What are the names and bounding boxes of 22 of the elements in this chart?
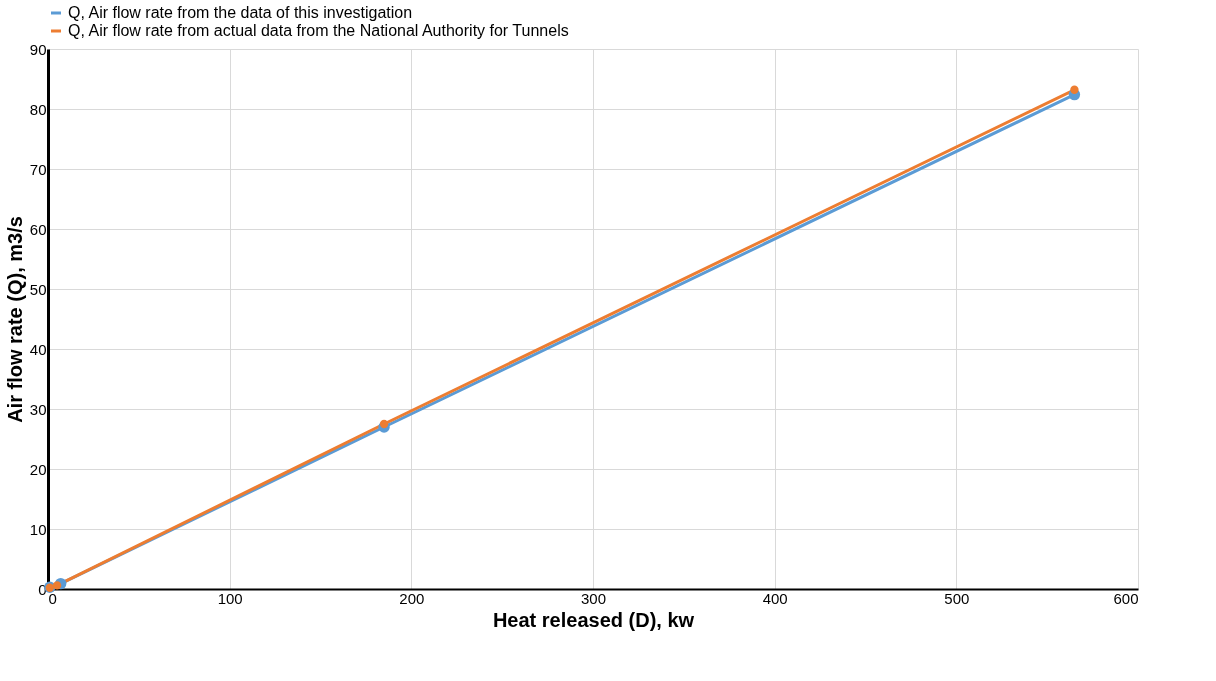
x-axis-title: Heat released (D), kw <box>492 608 695 631</box>
y-tick-label: 30 <box>29 400 47 418</box>
point <box>1070 85 1079 94</box>
y-axis-title: Air flow rate (Q), m3/s <box>3 216 26 423</box>
x-tick-label: 300 <box>580 589 607 607</box>
y-tick-label: 20 <box>29 460 47 478</box>
x-tick-label: 200 <box>399 589 425 607</box>
legend-label: Q, Air flow rate from actual data from the National Authority for Tunnels <box>68 22 569 39</box>
y-tick-label: 70 <box>29 160 47 178</box>
x-tick-label: 500 <box>944 589 970 607</box>
x-tick-label: 100 <box>217 589 243 607</box>
y-tick-label: 50 <box>29 280 47 298</box>
legend-label: Q, Air flow rate from the data of this investigation <box>68 4 413 21</box>
y-tick-label: 10 <box>29 520 47 538</box>
y-tick-label: 90 <box>29 40 47 58</box>
point <box>379 419 389 429</box>
x-tick-label: 600 <box>1113 589 1139 607</box>
y-tick-label: 40 <box>29 340 47 358</box>
x-tick-label: 400 <box>762 589 788 607</box>
y-tick-label: 80 <box>29 100 47 118</box>
point <box>52 581 62 590</box>
y-tick-label: 60 <box>29 220 47 238</box>
